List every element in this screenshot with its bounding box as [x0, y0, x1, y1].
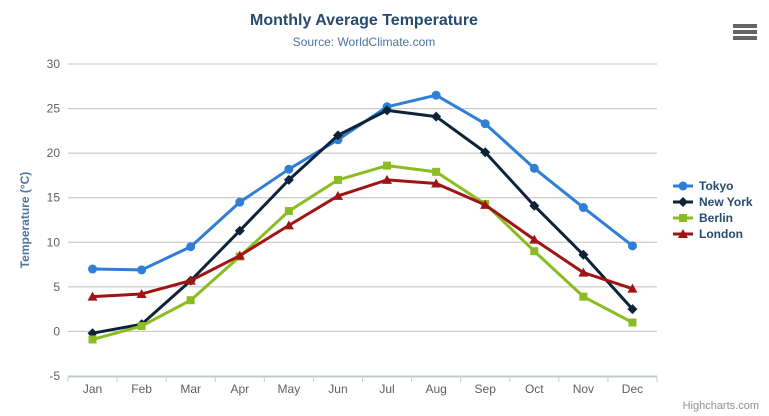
y-axis-label: 10 [47, 235, 61, 249]
x-axis-label-nov: Nov [573, 382, 594, 396]
series-tokyo [88, 90, 637, 275]
point-new-york-jun[interactable] [332, 130, 343, 141]
point-berlin-mar[interactable] [186, 296, 195, 305]
x-axis-label-aug: Aug [425, 382, 446, 396]
legend-item-label: Berlin [699, 211, 734, 225]
legend: Tokyo New York Berlin London [672, 178, 753, 242]
x-axis-label-jun: Jun [328, 382, 347, 396]
legend-marker-circle-icon [673, 181, 693, 191]
point-london-apr[interactable] [234, 250, 245, 260]
point-tokyo-aug[interactable] [431, 90, 441, 100]
point-tokyo-nov[interactable] [578, 203, 588, 213]
point-london-oct[interactable] [529, 234, 540, 244]
legend-item-berlin[interactable]: Berlin [672, 210, 753, 226]
point-london-may[interactable] [283, 220, 294, 230]
legend-marker-triangle-icon [673, 229, 693, 238]
point-tokyo-may[interactable] [284, 164, 294, 174]
legend-marker-shape[interactable] [678, 229, 688, 238]
y-axis-label: 25 [47, 102, 61, 116]
y-axis-label: 15 [47, 191, 61, 205]
legend-item-tokyo[interactable]: Tokyo [672, 178, 753, 194]
hamburger-icon [733, 24, 757, 40]
point-berlin-aug[interactable] [432, 167, 441, 176]
legend-item-new-york[interactable]: New York [672, 194, 753, 210]
y-axis-label: 20 [47, 146, 61, 160]
legend-marker-shape[interactable] [679, 214, 687, 222]
point-new-york-apr[interactable] [234, 225, 245, 236]
legend-marker-square-icon [673, 214, 693, 222]
point-london-dec[interactable] [627, 283, 638, 293]
point-berlin-oct[interactable] [530, 247, 539, 256]
legend-marker-shape[interactable] [678, 181, 688, 191]
point-new-york-sep[interactable] [480, 147, 491, 158]
chart-title: Monthly Average Temperature [250, 12, 478, 29]
series-london [87, 174, 638, 301]
point-new-york-jul[interactable] [382, 105, 393, 116]
point-tokyo-mar[interactable] [186, 242, 196, 252]
y-axis-label: 30 [47, 57, 61, 71]
y-axis-title: Temperature (°C) [18, 172, 32, 269]
x-axis-label-mar: Mar [180, 382, 201, 396]
legend-marker-shape[interactable] [678, 197, 688, 207]
point-new-york-nov[interactable] [578, 249, 589, 260]
x-axis-label-jan: Jan [83, 382, 102, 396]
series-line-london[interactable] [91, 178, 634, 299]
point-berlin-may[interactable] [284, 207, 293, 216]
x-axis-label-feb: Feb [131, 382, 152, 396]
chart-subtitle: Source: WorldClimate.com [292, 35, 436, 49]
series-line-berlin[interactable] [91, 164, 634, 341]
x-axis-label-may: May [278, 382, 301, 396]
y-axis-label: 0 [53, 324, 60, 338]
point-berlin-dec[interactable] [628, 318, 637, 327]
point-tokyo-feb[interactable] [137, 265, 147, 275]
point-tokyo-jan[interactable] [88, 264, 98, 274]
point-london-jul[interactable] [382, 174, 393, 184]
legend-marker-diamond-icon [673, 197, 693, 207]
point-london-jan[interactable] [87, 291, 98, 301]
point-london-aug[interactable] [431, 178, 442, 188]
point-berlin-feb[interactable] [137, 322, 146, 331]
point-berlin-jun[interactable] [333, 175, 342, 184]
point-new-york-aug[interactable] [431, 111, 442, 122]
legend-item-london[interactable]: London [672, 226, 753, 242]
point-london-mar[interactable] [185, 275, 196, 285]
credits-link[interactable]: Highcharts.com [682, 400, 759, 412]
series-line-new-york[interactable] [91, 108, 634, 335]
legend-item-label: New York [699, 195, 753, 209]
legend-item-label: London [699, 227, 743, 241]
point-berlin-jan[interactable] [88, 335, 97, 344]
point-new-york-may[interactable] [283, 174, 294, 185]
x-axis-label-sep: Sep [475, 382, 497, 396]
point-new-york-dec[interactable] [627, 304, 638, 315]
point-berlin-jul[interactable] [383, 161, 392, 170]
context-menu-button[interactable] [733, 24, 757, 42]
point-tokyo-oct[interactable] [529, 163, 539, 173]
point-london-jun[interactable] [332, 190, 343, 200]
point-london-nov[interactable] [578, 267, 589, 277]
legend-item-label: Tokyo [699, 179, 734, 193]
point-london-sep[interactable] [480, 199, 491, 209]
point-tokyo-dec[interactable] [627, 241, 637, 251]
point-tokyo-apr[interactable] [235, 197, 245, 207]
x-axis-label-oct: Oct [525, 382, 544, 396]
y-axis-label: -5 [49, 369, 60, 383]
point-new-york-oct[interactable] [529, 200, 540, 211]
series-new-york [87, 105, 638, 339]
point-berlin-nov[interactable] [579, 292, 588, 301]
x-axis-label-apr: Apr [230, 382, 249, 396]
y-axis-label: 5 [53, 280, 60, 294]
x-axis-label-dec: Dec [622, 382, 643, 396]
x-axis-label-jul: Jul [379, 382, 394, 396]
point-london-feb[interactable] [136, 288, 147, 298]
point-tokyo-sep[interactable] [480, 119, 490, 129]
